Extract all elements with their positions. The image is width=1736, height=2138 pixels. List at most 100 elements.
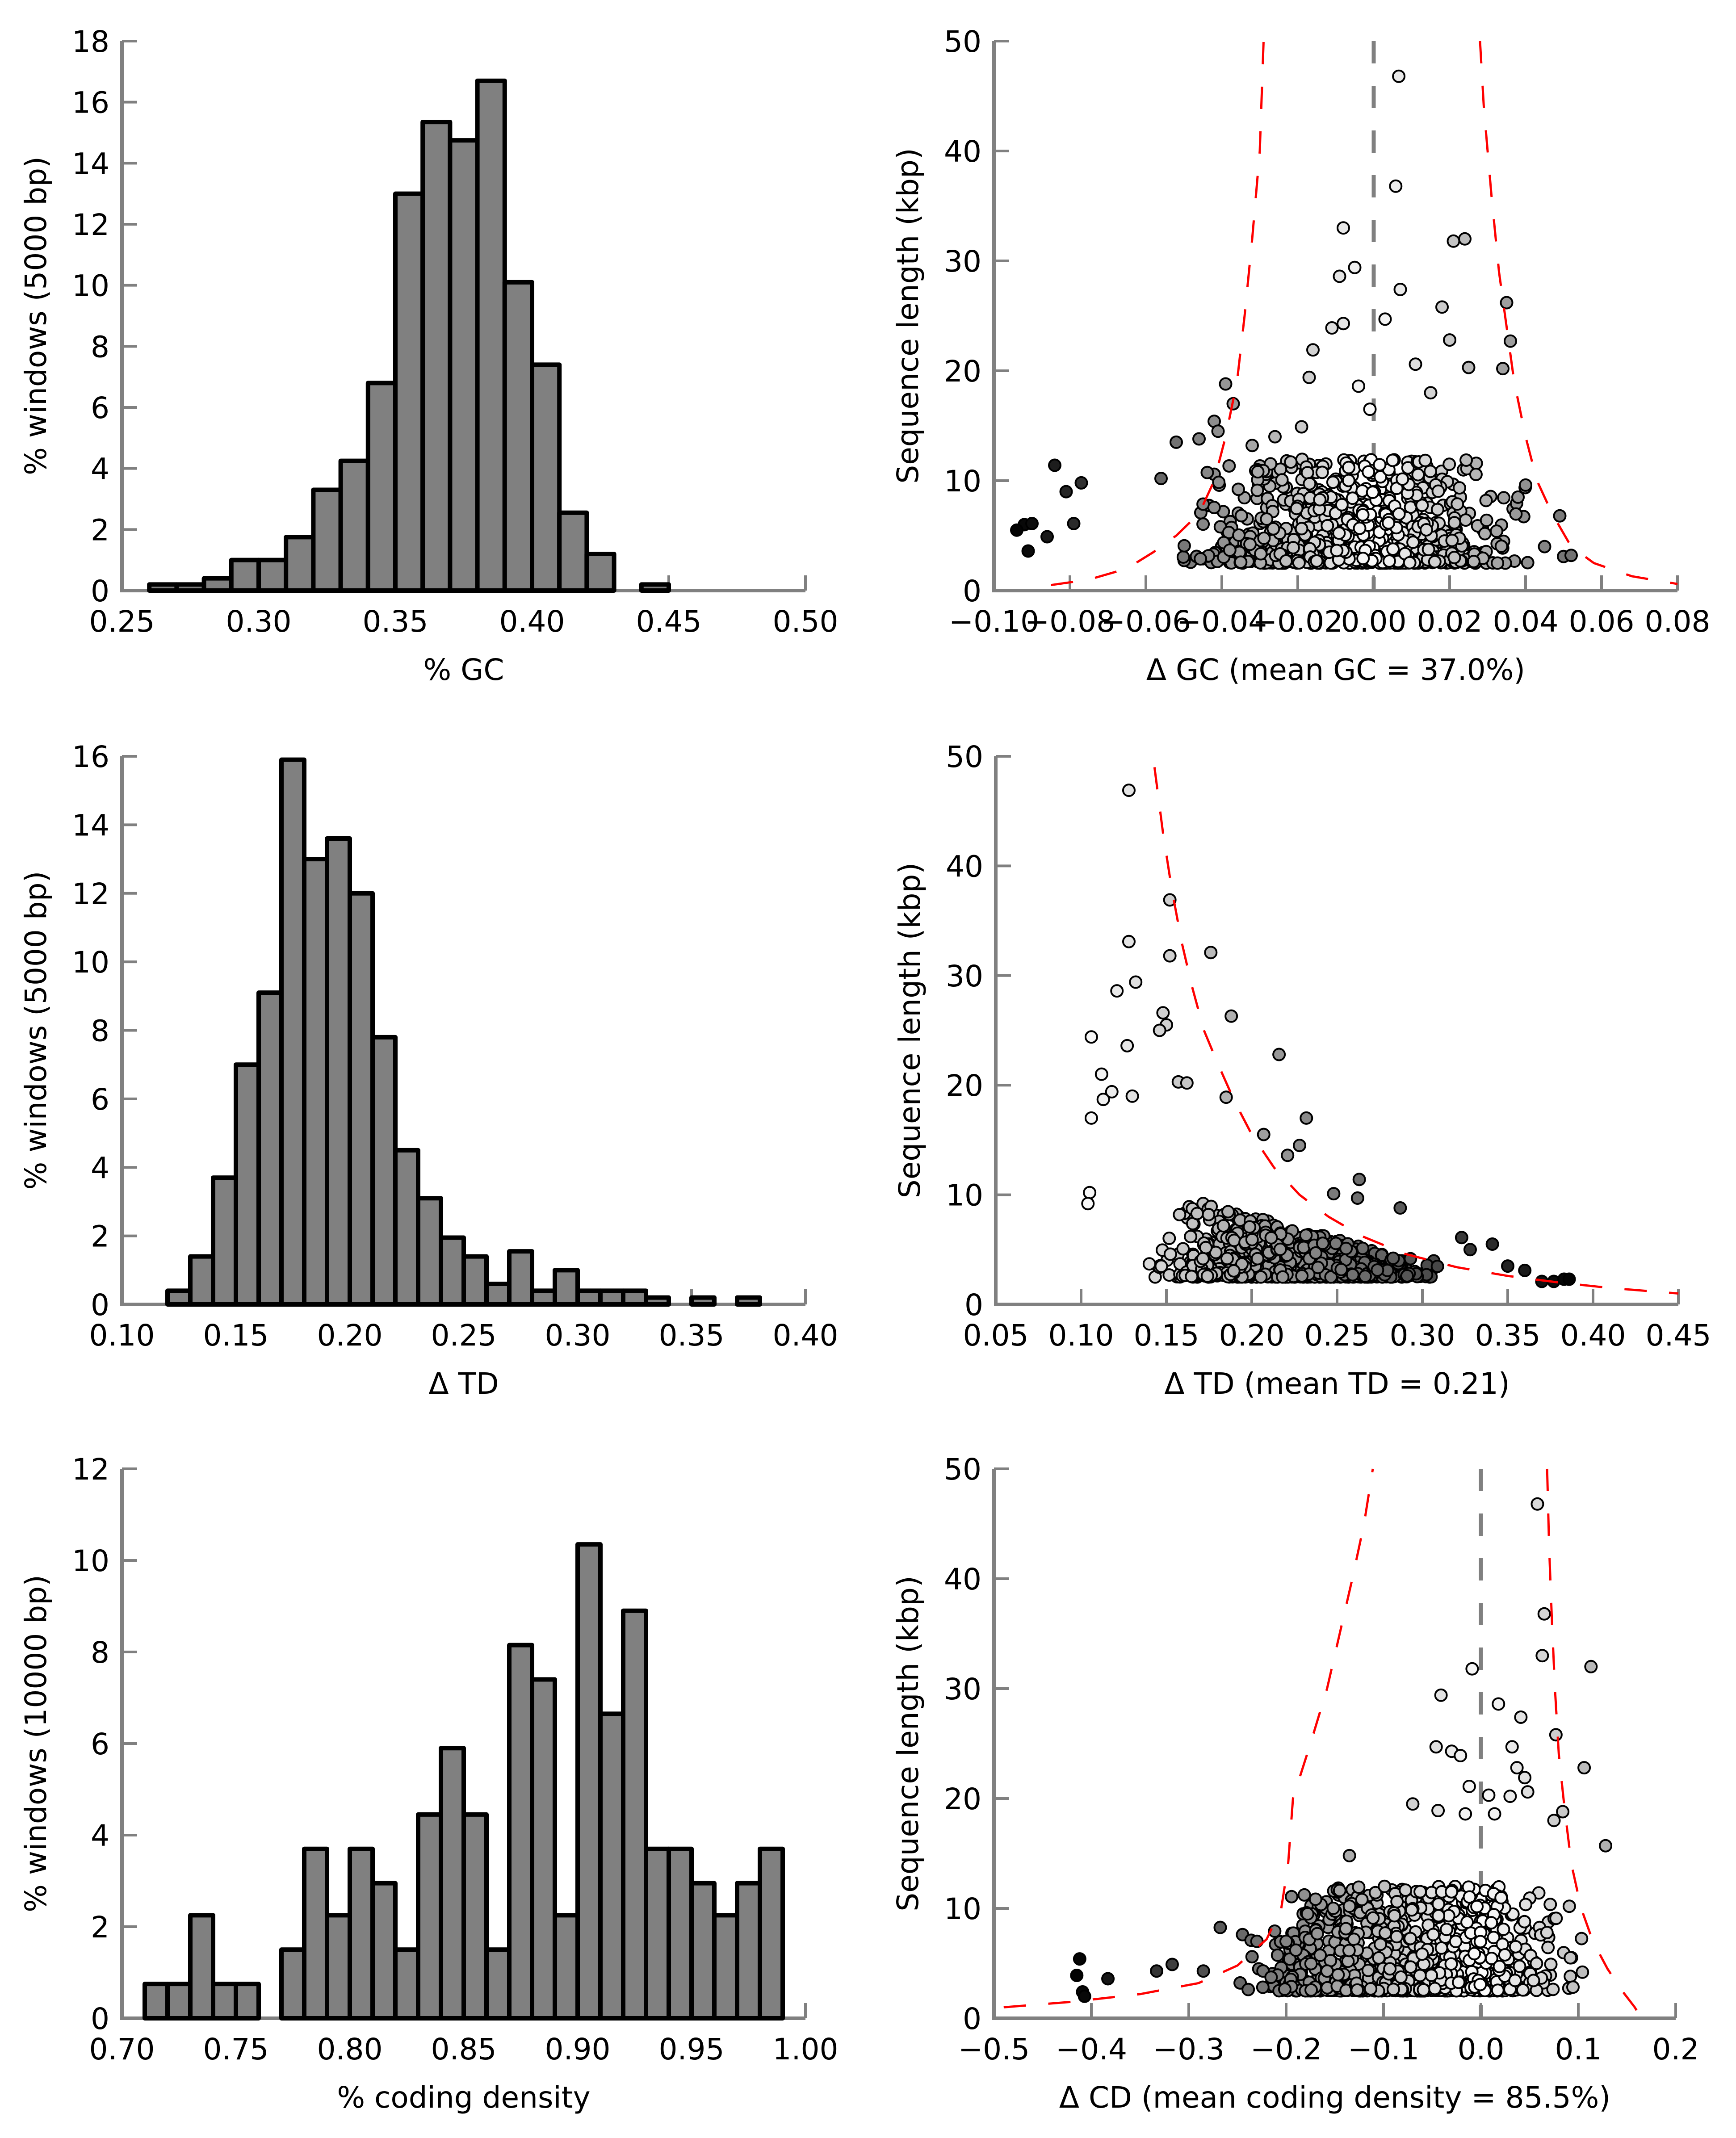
data-point: [1332, 526, 1346, 540]
data-point: [1333, 269, 1346, 283]
histogram-bar: [735, 1881, 762, 2021]
data-point: [1514, 1710, 1528, 1724]
histogram-bar: [507, 1643, 534, 2021]
data-point: [1497, 1922, 1510, 1936]
data-point: [1163, 949, 1177, 963]
data-point: [1234, 509, 1248, 523]
data-point: [1540, 1926, 1554, 1940]
data-point: [1213, 1920, 1227, 1934]
y-tick-label: 40: [946, 849, 983, 884]
data-point: [1419, 523, 1433, 537]
data-point: [1347, 1933, 1361, 1946]
data-point: [1386, 1251, 1400, 1265]
data-point: [1165, 1958, 1179, 1971]
data-point: [1021, 544, 1035, 558]
data-point: [1177, 539, 1191, 553]
data-point: [1010, 523, 1023, 537]
data-point: [1372, 1951, 1386, 1965]
data-point: [1418, 453, 1432, 467]
data-point: [1405, 1903, 1419, 1917]
x-axis-label: % coding density: [337, 2080, 590, 2115]
x-tick-label: 0.20: [317, 1318, 383, 1353]
data-point: [1154, 472, 1168, 486]
data-point: [1272, 1048, 1286, 1061]
data-point: [1484, 1916, 1498, 1930]
data-point: [1393, 282, 1407, 296]
histogram-bar: [256, 990, 284, 1307]
data-point: [1409, 357, 1422, 371]
data-point: [1223, 543, 1237, 557]
data-point: [1200, 465, 1214, 479]
histogram-bar: [461, 1812, 489, 2021]
y-tick-label: 10: [944, 464, 981, 499]
data-point: [1350, 1191, 1364, 1205]
data-point: [1304, 1957, 1318, 1970]
data-point: [1094, 1067, 1108, 1081]
data-point: [1306, 343, 1320, 357]
histogram-bar: [553, 1268, 580, 1307]
data-point: [1371, 1263, 1384, 1277]
data-point: [1342, 1849, 1356, 1862]
data-point: [1543, 1898, 1557, 1912]
y-tick-label: 10: [946, 1178, 983, 1213]
data-point: [1260, 512, 1274, 526]
data-point: [1535, 1649, 1549, 1663]
histogram-bar: [689, 1295, 717, 1307]
data-point: [1346, 491, 1359, 505]
x-tick-label: 0.1: [1555, 2032, 1602, 2067]
data-point: [1508, 1974, 1522, 1987]
data-point: [1411, 468, 1425, 482]
data-point: [1510, 1761, 1524, 1775]
histogram-bar: [439, 1746, 466, 2021]
data-point: [1382, 554, 1396, 568]
x-tick-label: 0.0: [1458, 2032, 1505, 2067]
data-point: [1426, 1928, 1440, 1941]
data-point: [1129, 975, 1143, 989]
data-point: [1308, 1892, 1322, 1906]
data-point: [1396, 472, 1409, 486]
data-point: [1279, 1934, 1293, 1948]
y-tick-label: 2: [91, 1910, 109, 1945]
data-point: [1295, 420, 1308, 434]
data-point: [1337, 221, 1350, 235]
data-point: [1220, 1252, 1234, 1266]
y-tick-label: 20: [944, 1782, 981, 1816]
data-point: [1289, 1943, 1303, 1957]
data-point: [1078, 1989, 1091, 2003]
data-point: [1470, 1899, 1484, 1913]
data-point: [1382, 516, 1396, 530]
x-tick-label: 0.50: [773, 604, 839, 639]
data-point: [1544, 1958, 1558, 1971]
data-point: [1498, 1948, 1512, 1962]
data-point: [1511, 490, 1525, 504]
data-point: [1325, 321, 1339, 335]
data-point: [1048, 458, 1061, 472]
data-point: [1460, 1915, 1474, 1929]
data-point: [1310, 554, 1324, 568]
data-point: [1352, 379, 1365, 393]
histogram-bar: [370, 1881, 398, 2021]
y-tick-label: 0: [91, 574, 109, 608]
histogram-bar: [348, 891, 375, 1307]
x-tick-label: −0.02: [1253, 604, 1343, 639]
data-point: [1241, 1983, 1255, 1996]
data-point: [1339, 1922, 1353, 1936]
data-point: [1285, 1890, 1299, 1903]
data-point: [1513, 1959, 1526, 1973]
data-point: [1299, 1228, 1313, 1242]
data-point: [1479, 494, 1493, 507]
data-point: [1154, 1259, 1168, 1273]
x-tick-label: 0.10: [89, 1318, 155, 1353]
y-tick-label: 16: [72, 86, 109, 120]
y-tick-label: 50: [944, 25, 981, 59]
data-point: [1292, 1139, 1306, 1153]
data-point: [1331, 1968, 1345, 1982]
data-point: [1518, 1771, 1532, 1785]
data-point: [1142, 1257, 1156, 1271]
data-point: [1335, 498, 1349, 511]
data-point: [1096, 1093, 1110, 1107]
data-point: [1564, 549, 1578, 562]
x-tick-label: 0.80: [317, 2032, 383, 2067]
data-point: [1303, 477, 1317, 490]
y-tick-label: 6: [91, 1727, 109, 1761]
